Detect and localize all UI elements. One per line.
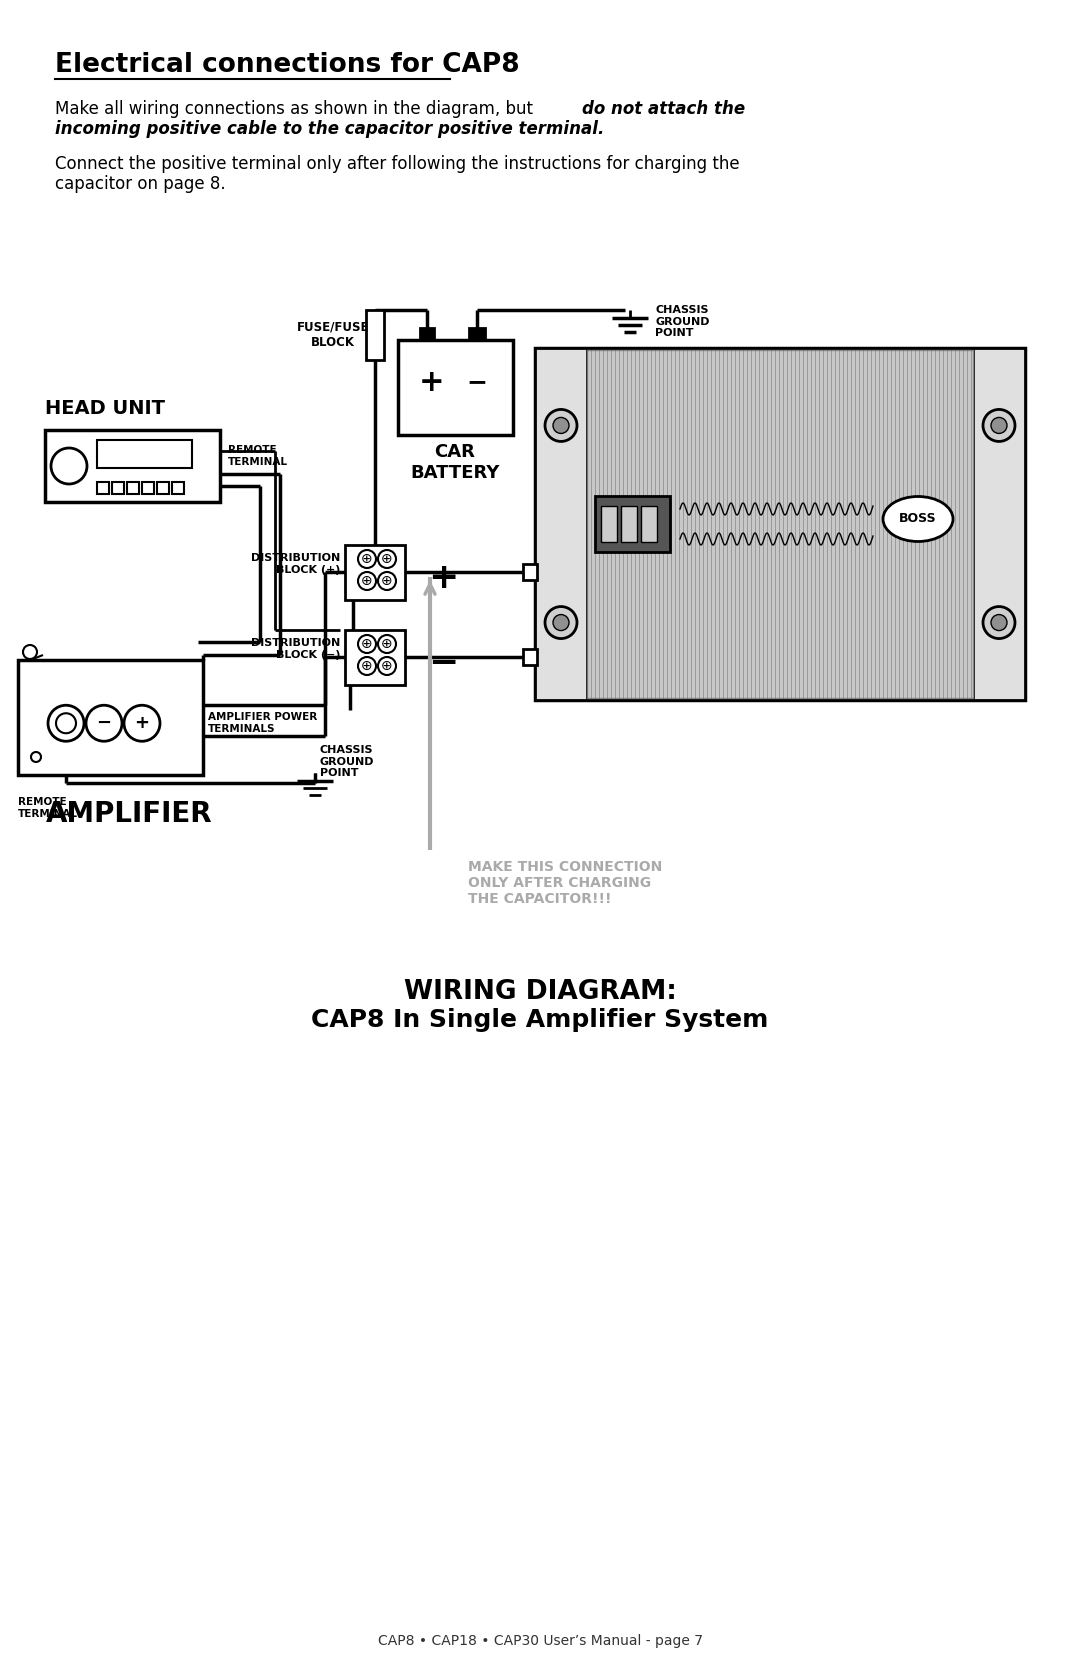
Text: CHASSIS
GROUND
POINT: CHASSIS GROUND POINT bbox=[320, 744, 375, 778]
Bar bbox=[621, 506, 637, 542]
Text: REMOTE
TERMINAL: REMOTE TERMINAL bbox=[18, 798, 78, 818]
Circle shape bbox=[991, 417, 1007, 434]
Circle shape bbox=[51, 447, 87, 484]
Bar bbox=[469, 329, 485, 340]
Text: ⊕: ⊕ bbox=[361, 638, 373, 651]
Text: ⊕: ⊕ bbox=[381, 638, 393, 651]
Circle shape bbox=[983, 606, 1015, 639]
Text: MAKE THIS CONNECTION
ONLY AFTER CHARGING
THE CAPACITOR!!!: MAKE THIS CONNECTION ONLY AFTER CHARGING… bbox=[468, 860, 662, 906]
Circle shape bbox=[553, 614, 569, 631]
Bar bbox=[642, 506, 657, 542]
Bar bbox=[127, 482, 139, 494]
Text: CAR
BATTERY: CAR BATTERY bbox=[410, 442, 500, 482]
Text: CHASSIS
GROUND
POINT: CHASSIS GROUND POINT bbox=[654, 305, 710, 339]
Circle shape bbox=[357, 658, 376, 674]
Text: CAP8 In Single Amplifier System: CAP8 In Single Amplifier System bbox=[311, 1008, 769, 1031]
Circle shape bbox=[553, 417, 569, 434]
Text: −: − bbox=[428, 646, 458, 679]
Text: FUSE/FUSE
BLOCK: FUSE/FUSE BLOCK bbox=[297, 320, 369, 349]
Text: Make all wiring connections as shown in the diagram, but: Make all wiring connections as shown in … bbox=[55, 100, 538, 118]
Text: AMPLIFIER: AMPLIFIER bbox=[46, 799, 213, 828]
Text: +: + bbox=[419, 367, 445, 397]
Circle shape bbox=[991, 614, 1007, 631]
Text: ⊕: ⊕ bbox=[361, 552, 373, 566]
Text: Electrical connections for CAP8: Electrical connections for CAP8 bbox=[55, 52, 519, 78]
Text: incoming positive cable to the capacitor positive terminal.: incoming positive cable to the capacitor… bbox=[55, 120, 605, 139]
Circle shape bbox=[378, 658, 396, 674]
Circle shape bbox=[378, 634, 396, 653]
Text: Connect the positive terminal only after following the instructions for charging: Connect the positive terminal only after… bbox=[55, 155, 740, 174]
Bar bbox=[595, 496, 670, 552]
Text: AMPLIFIER POWER
TERMINALS: AMPLIFIER POWER TERMINALS bbox=[208, 713, 318, 734]
Bar bbox=[420, 329, 434, 340]
Text: +: + bbox=[135, 714, 149, 733]
Text: DISTRIBUTION
BLOCK (+): DISTRIBUTION BLOCK (+) bbox=[251, 552, 340, 574]
Circle shape bbox=[378, 551, 396, 567]
Circle shape bbox=[357, 634, 376, 653]
Circle shape bbox=[378, 572, 396, 591]
Bar bbox=[141, 482, 154, 494]
Bar bbox=[588, 350, 973, 698]
Bar bbox=[345, 546, 405, 599]
Circle shape bbox=[31, 753, 41, 763]
Text: CAP8 • CAP18 • CAP30 User’s Manual - page 7: CAP8 • CAP18 • CAP30 User’s Manual - pag… bbox=[378, 1634, 702, 1647]
Bar bbox=[18, 659, 203, 774]
Text: DISTRIBUTION
BLOCK (−): DISTRIBUTION BLOCK (−) bbox=[251, 638, 340, 659]
Bar bbox=[97, 482, 109, 494]
Text: ⊕: ⊕ bbox=[361, 659, 373, 673]
Bar bbox=[535, 349, 588, 699]
Text: capacitor on page 8.: capacitor on page 8. bbox=[55, 175, 226, 194]
Bar bbox=[97, 441, 192, 467]
Bar bbox=[535, 349, 1025, 699]
Bar bbox=[523, 564, 537, 581]
Circle shape bbox=[357, 572, 376, 591]
Text: ⊕: ⊕ bbox=[381, 552, 393, 566]
Text: −: − bbox=[96, 714, 111, 733]
Bar bbox=[112, 482, 124, 494]
Text: WIRING DIAGRAM:: WIRING DIAGRAM: bbox=[404, 980, 676, 1005]
Bar bbox=[973, 349, 1025, 699]
Circle shape bbox=[124, 706, 160, 741]
Circle shape bbox=[545, 606, 577, 639]
Circle shape bbox=[23, 644, 37, 659]
Circle shape bbox=[545, 409, 577, 441]
Bar bbox=[397, 340, 513, 436]
Text: HEAD UNIT: HEAD UNIT bbox=[45, 399, 165, 417]
Circle shape bbox=[86, 706, 122, 741]
Bar bbox=[45, 431, 220, 502]
Circle shape bbox=[48, 706, 84, 741]
Bar bbox=[600, 506, 617, 542]
Bar bbox=[172, 482, 184, 494]
Text: BOSS: BOSS bbox=[900, 512, 936, 526]
Ellipse shape bbox=[883, 496, 953, 541]
Text: ⊕: ⊕ bbox=[361, 574, 373, 587]
Text: ⊕: ⊕ bbox=[381, 574, 393, 587]
Circle shape bbox=[56, 713, 76, 733]
Circle shape bbox=[357, 551, 376, 567]
Bar bbox=[366, 310, 384, 361]
Text: ⊕: ⊕ bbox=[381, 659, 393, 673]
Bar bbox=[523, 649, 537, 666]
Text: +: + bbox=[428, 561, 458, 594]
Text: do not attach the: do not attach the bbox=[582, 100, 745, 118]
Text: −: − bbox=[467, 371, 487, 394]
Circle shape bbox=[983, 409, 1015, 441]
Text: REMOTE
TERMINAL: REMOTE TERMINAL bbox=[228, 446, 288, 467]
Bar bbox=[345, 629, 405, 684]
Bar bbox=[157, 482, 168, 494]
